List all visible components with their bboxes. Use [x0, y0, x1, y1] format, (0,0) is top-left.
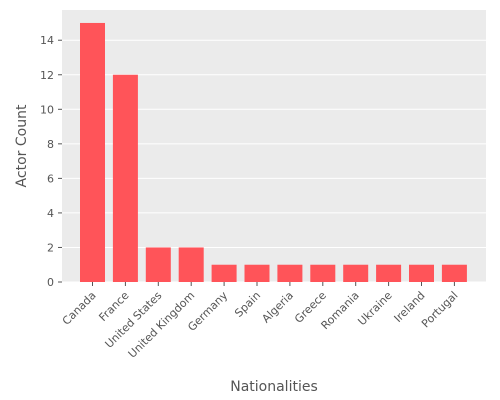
bar-france [112, 74, 138, 282]
bar-spain [244, 264, 270, 282]
bars [80, 22, 467, 282]
bar-ireland [409, 264, 434, 282]
bar-portugal [441, 264, 467, 282]
x-tick-label: Portugal [419, 289, 460, 330]
bar-greece [310, 264, 336, 282]
y-axis-title: Actor Count [14, 104, 30, 187]
y-tick-label: 4 [47, 207, 54, 220]
y-tick-label: 0 [47, 276, 54, 289]
x-tick-label: Algeria [259, 289, 296, 326]
y-tick-label: 14 [40, 34, 54, 47]
y-tick-label: 8 [47, 138, 54, 151]
bar-algeria [277, 264, 303, 282]
bar-ukraine [376, 264, 402, 282]
bar-united-states [145, 247, 171, 282]
bar-germany [211, 264, 237, 282]
x-tick-label: Spain [232, 289, 263, 320]
bar-canada [80, 22, 105, 282]
x-axis-title: Nationalities [230, 379, 318, 395]
y-tick-label: 2 [47, 241, 54, 254]
x-tick-label: Canada [60, 289, 99, 328]
y-tick-label: 10 [40, 103, 54, 116]
x-tick-label: Ukraine [355, 289, 394, 328]
y-tick-label: 12 [40, 69, 54, 82]
y-tick-label: 6 [47, 172, 54, 185]
y-axis-ticks: 0 2 4 6 8 10 12 14 [40, 34, 62, 289]
bar-united-kingdom [178, 247, 204, 282]
bar-romania [343, 264, 369, 282]
